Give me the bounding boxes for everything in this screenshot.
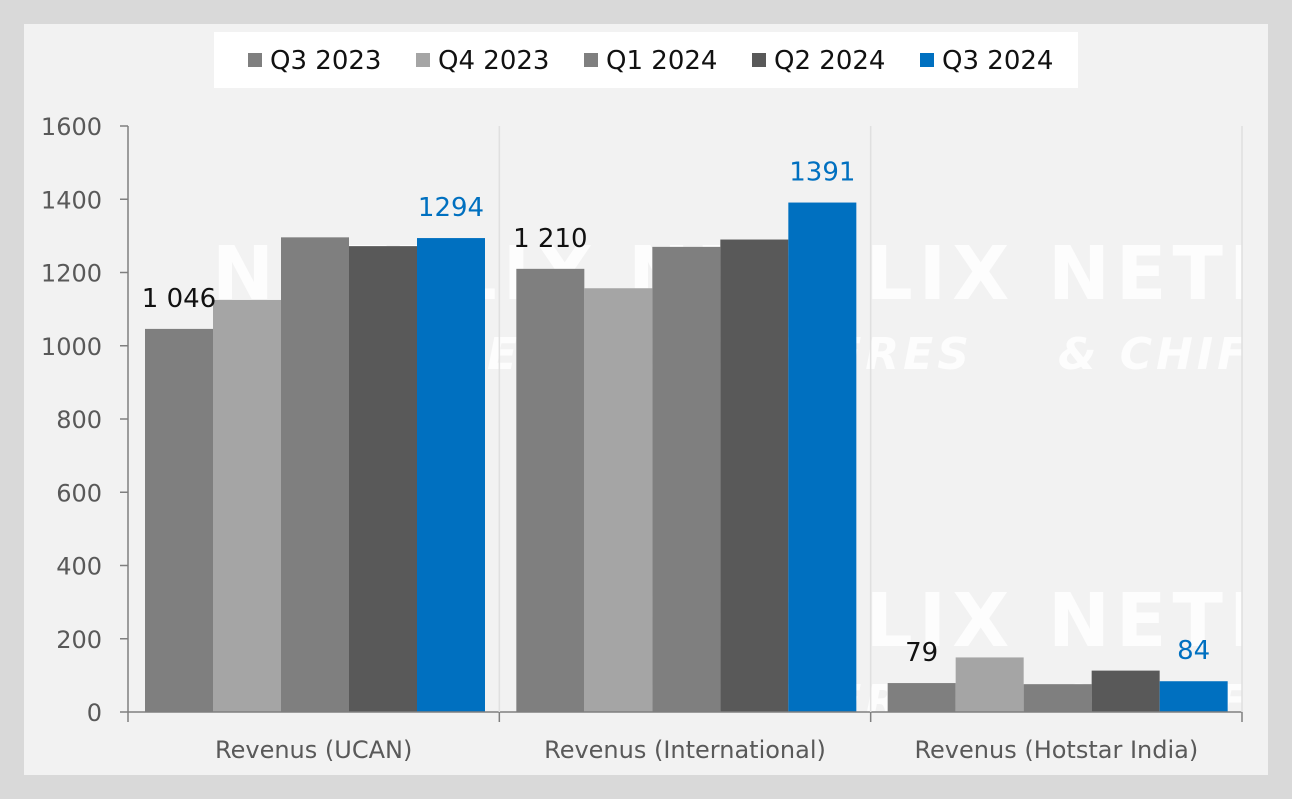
legend-label: Q4 2023 xyxy=(438,46,549,76)
y-tick-label: 1000 xyxy=(41,333,102,361)
bar xyxy=(955,657,1024,712)
bar xyxy=(720,239,789,712)
bar xyxy=(887,683,956,712)
bar xyxy=(584,288,653,712)
chart-panel: NETFLIX& CHIFFRESNETFLIX& CHIFFRESNETFLI… xyxy=(24,24,1268,775)
bar xyxy=(145,328,213,712)
y-tick-label: 800 xyxy=(56,406,102,434)
legend-swatch xyxy=(416,53,430,67)
data-label: 84 xyxy=(1177,636,1210,666)
bar xyxy=(788,202,857,712)
watermark-brand: NETFLIX xyxy=(1048,578,1268,664)
bar xyxy=(1159,681,1228,712)
legend-swatch xyxy=(752,53,766,67)
category-label: Revenus (International) xyxy=(544,736,826,764)
legend-swatch xyxy=(248,53,262,67)
category-label: Revenus (UCAN) xyxy=(215,736,412,764)
data-label: 1 210 xyxy=(513,224,587,254)
legend: Q3 2023 Q4 2023 Q1 2024 Q2 2024 Q3 2024 xyxy=(214,32,1078,88)
legend-swatch xyxy=(920,53,934,67)
y-tick-label: 1200 xyxy=(41,260,102,288)
bar xyxy=(1023,684,1092,712)
bars-layer xyxy=(145,202,1228,713)
revenue-chart: NETFLIX& CHIFFRESNETFLIX& CHIFFRESNETFLI… xyxy=(41,32,1268,764)
bar xyxy=(349,246,417,712)
y-tick-label: 400 xyxy=(56,553,102,581)
category-label: Revenus (Hotstar India) xyxy=(914,736,1198,764)
bar xyxy=(516,268,585,712)
bar xyxy=(1091,670,1160,712)
legend-label: Q3 2023 xyxy=(270,46,381,76)
bar xyxy=(281,237,349,712)
legend-swatch xyxy=(584,53,598,67)
data-label: 1391 xyxy=(789,158,855,188)
legend-label: Q2 2024 xyxy=(774,46,885,76)
data-label: 1 046 xyxy=(142,284,216,314)
y-tick-label: 1400 xyxy=(41,186,102,214)
legend-label: Q3 2024 xyxy=(942,46,1053,76)
bar xyxy=(213,299,281,712)
bar xyxy=(652,246,721,713)
y-tick-label: 1600 xyxy=(41,113,102,141)
legend-label: Q1 2024 xyxy=(606,46,717,76)
y-tick-label: 600 xyxy=(56,479,102,507)
watermark-tagline: & CHIFFRES xyxy=(1058,329,1268,380)
watermark-brand: NETFLIX xyxy=(1048,231,1268,317)
y-tick-label: 200 xyxy=(56,626,102,654)
data-label: 1294 xyxy=(418,193,484,223)
bar xyxy=(417,238,485,712)
axes-layer: 0 200 400 600 800 1000 1200 1400 1600 Revenus (UC… xyxy=(41,113,1243,764)
data-label: 79 xyxy=(905,638,938,668)
data-labels-layer: 1 046 1294 1 210 1391 79 84 xyxy=(142,158,1210,669)
y-tick-label: 0 xyxy=(87,699,102,727)
